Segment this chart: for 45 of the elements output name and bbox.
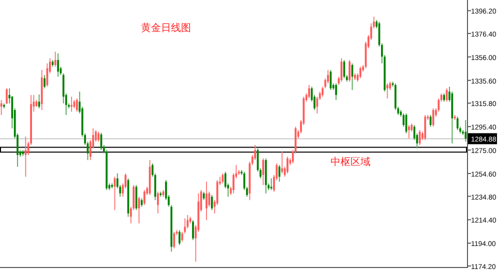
- candlestick: [438, 98, 440, 112]
- candlestick: [322, 86, 324, 98]
- candlestick: [254, 144, 256, 161]
- candlestick: [54, 51, 56, 68]
- candlestick: [286, 156, 288, 174]
- candlestick: [138, 196, 140, 224]
- candlestick: [0, 100, 2, 116]
- candlestick: [359, 66, 362, 79]
- candlestick: [281, 151, 284, 174]
- candlestick: [76, 98, 78, 112]
- candlestick: [464, 120, 467, 142]
- candlestick: [262, 158, 264, 186]
- candlestick: [24, 136, 27, 178]
- candlestick: [143, 190, 146, 206]
- candlestick: [456, 116, 458, 131]
- candlestick: [57, 52, 59, 78]
- candlestick: [135, 184, 138, 211]
- candlestick: [430, 114, 432, 128]
- candlestick: [206, 181, 208, 221]
- candlestick: [343, 60, 346, 79]
- candlestick: [394, 82, 396, 111]
- text: 黄金日线图: [140, 22, 191, 34]
- band: 中枢区域: [0, 146, 467, 168]
- candlestick: [173, 231, 176, 249]
- candlestick: [156, 191, 159, 214]
- candlestick: [38, 94, 40, 109]
- candlestick: [278, 164, 280, 182]
- candlestick: [192, 220, 194, 241]
- candlestick: [408, 124, 410, 139]
- candlestick: [308, 84, 310, 99]
- candlestick: [348, 60, 351, 82]
- band-label: 中枢区域: [330, 156, 370, 168]
- candlestick: [424, 114, 426, 141]
- candlestick: [335, 82, 338, 101]
- candlestick: [270, 178, 272, 191]
- candlestick: [178, 230, 180, 246]
- candlestick: [330, 70, 332, 91]
- candlestick: [402, 112, 405, 128]
- candlestick: [340, 58, 342, 82]
- candlestick: [98, 131, 100, 142]
- candlestick: [70, 96, 72, 112]
- candlestick: [210, 194, 213, 211]
- candlestick: [184, 218, 186, 234]
- candlestick: [44, 74, 46, 89]
- candlestick: [386, 82, 388, 99]
